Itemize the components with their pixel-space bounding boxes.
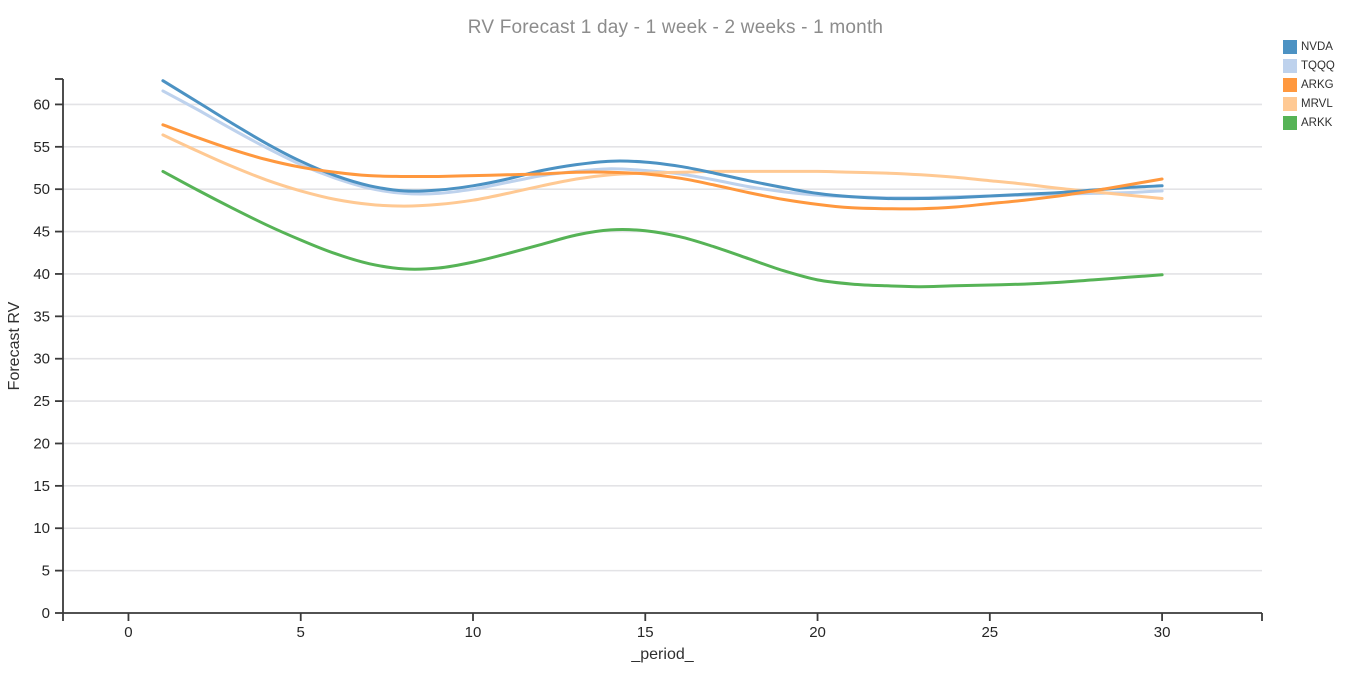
y-tick-label: 35	[33, 308, 50, 325]
y-tick-label: 60	[33, 96, 50, 113]
legend-item-nvda: NVDA	[1283, 37, 1335, 56]
legend-item-arkg: ARKG	[1283, 75, 1335, 94]
y-tick-label: 50	[33, 181, 50, 198]
y-tick-label: 40	[33, 266, 50, 283]
x-tick-label: 15	[637, 624, 654, 641]
y-tick-label: 20	[33, 435, 50, 452]
series-line-arkk	[161, 169, 1164, 289]
y-tick-label: 10	[33, 520, 50, 537]
y-tick-label: 25	[33, 393, 50, 410]
series-line-nvda	[161, 79, 1164, 201]
series-line-mrvl	[161, 133, 1164, 208]
y-axis-title: Forecast RV	[6, 301, 23, 391]
y-tick-label: 5	[42, 563, 50, 580]
legend-item-mrvl: MRVL	[1283, 94, 1335, 113]
x-tick-label: 20	[809, 624, 826, 641]
y-tick-label: 0	[42, 605, 50, 622]
x-tick-label: 25	[981, 624, 998, 641]
y-tick-label: 55	[33, 139, 50, 156]
legend-swatch-icon	[1283, 39, 1297, 54]
legend-label: TQQQ	[1301, 59, 1335, 72]
x-tick-label: 5	[297, 624, 305, 641]
x-axis-title: _period_	[631, 646, 694, 663]
legend-swatch-icon	[1283, 96, 1297, 111]
legend-label: ARKG	[1301, 78, 1334, 91]
y-tick-label: 45	[33, 224, 50, 241]
chart-title: RV Forecast 1 day - 1 week - 2 weeks - 1…	[467, 17, 884, 38]
x-tick-label: 10	[465, 624, 482, 641]
y-tick-label: 15	[33, 478, 50, 495]
legend: NVDA TQQQ ARKG MRVL ARKK	[1283, 37, 1335, 132]
legend-item-tqqq: TQQQ	[1283, 56, 1335, 75]
legend-swatch-icon	[1283, 77, 1297, 92]
legend-label: MRVL	[1301, 97, 1333, 110]
legend-label: NVDA	[1301, 40, 1333, 53]
legend-swatch-icon	[1283, 115, 1297, 130]
x-tick-label: 0	[124, 624, 132, 641]
legend-swatch-icon	[1283, 58, 1297, 73]
legend-item-arkk: ARKK	[1283, 113, 1335, 132]
x-tick-label: 30	[1154, 624, 1171, 641]
series-line-arkg	[161, 123, 1164, 211]
legend-label: ARKK	[1301, 116, 1333, 129]
y-tick-label: 30	[33, 351, 50, 368]
